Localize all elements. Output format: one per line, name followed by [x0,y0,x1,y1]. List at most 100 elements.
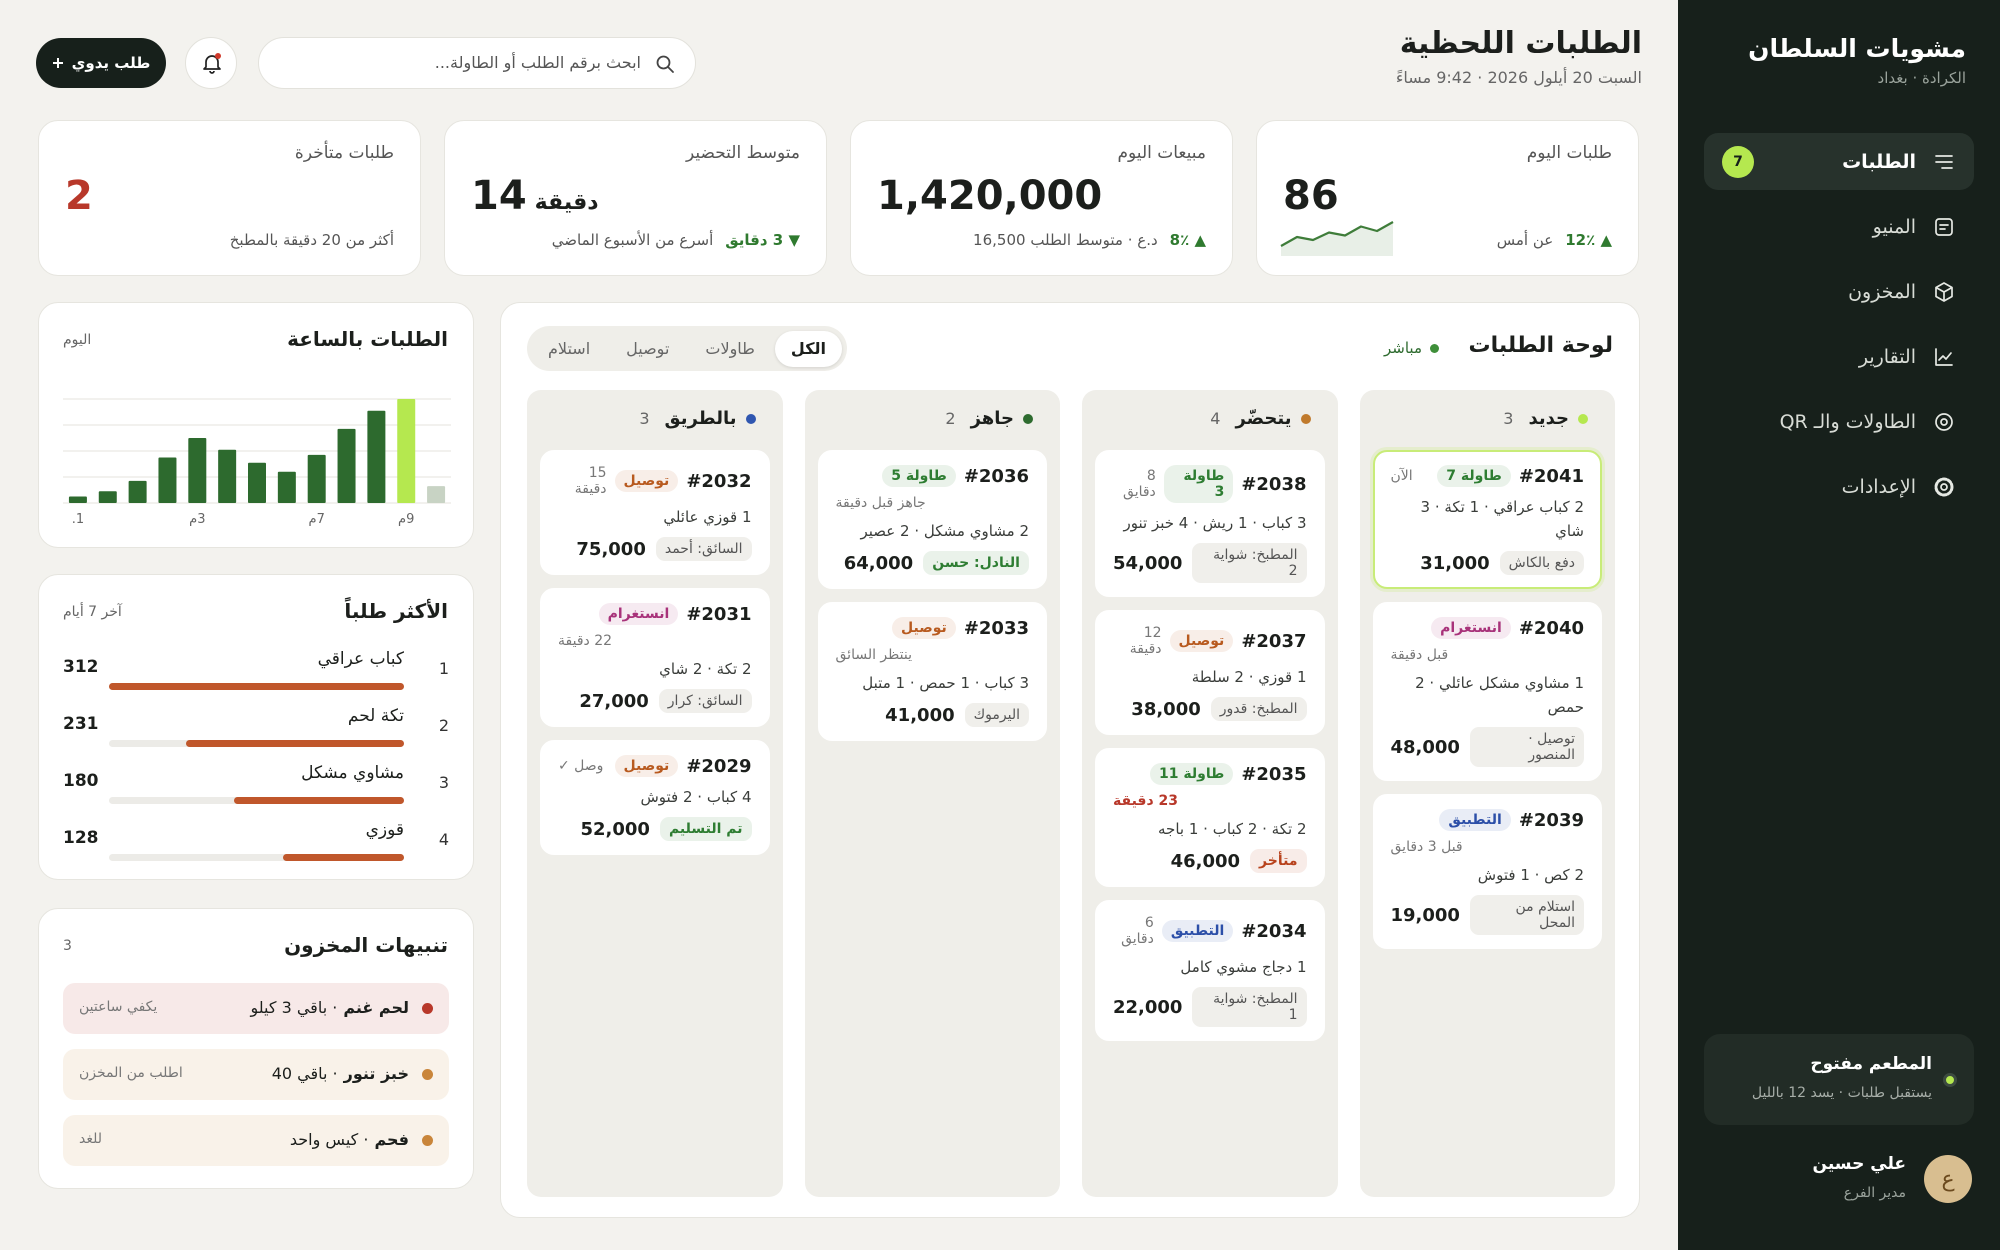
order-chip: النادل: حسن [923,551,1029,575]
order-card[interactable]: #2037 توصيل 12 دقيقة 1 قوزي · 2 سلطة المطبخ:… [1095,610,1325,735]
live-label: مباشر [1384,339,1422,357]
dish-rank: 2 [438,716,449,735]
order-tag: انستغرام [598,603,679,625]
kpi-delta: ▲ 12٪ [1565,231,1612,249]
order-card[interactable]: #2040 انستغرام قبل دقيقة 1 مشاوي مشكل عائلي… [1372,602,1602,781]
sparkline-line [1280,221,1394,247]
avatar[interactable]: ع [1924,1155,1972,1203]
order-card[interactable]: #2039 التطبيق قبل 3 دقايق 2 كص · 1 فتوش استل… [1372,794,1602,949]
nav-icon [1935,347,1953,366]
order-note: قبل 3 دقايق [1390,839,1463,855]
order-tag: طاولة 3 [1163,465,1234,503]
order-price: 27,000 [579,690,649,712]
order-items: 2 كص · 1 فتوش [1477,866,1584,884]
order-card[interactable]: #2029 توصيل وصل ✓ 4 كباب · 2 فتوش تم التسليم… [540,740,770,855]
filter-tab[interactable]: استلام [548,339,591,358]
nav-item[interactable]: الطاولات والـ QR [1704,393,1974,450]
order-footer: السائق: كرار 27,000 [558,689,752,713]
order-chip: دفع بالكاش [1499,551,1584,575]
nav-item[interactable]: الطلبات 7 [1704,133,1974,190]
column-cards: #2041 طاولة 7 الآن 2 كباب عراقي · 1 تكة · 3… [1372,450,1602,949]
alert-detail: · كيس واحد [289,1130,369,1149]
order-items: 2 مشاوي مشكل · 2 عصير [860,522,1030,540]
order-chip: تم التسليم [659,817,752,841]
user-role: مدير الفرع [1843,1185,1906,1201]
alert-dot [422,1069,433,1080]
column-name: جاهز [970,408,1014,429]
nav-item[interactable]: المخزون [1704,263,1974,320]
order-header: #2039 التطبيق [1391,809,1584,831]
panel-title: الأكثر طلباً [344,599,448,623]
icon-shape [1939,223,1949,230]
order-note: قبل دقيقة [1390,647,1449,663]
branch-location: الكرادة · بغداد [1877,69,1966,87]
kpi-footer: ▲ 8٪ د.ع · متوسط الطلب 16,500 [973,231,1206,249]
order-chip: المطبخ: شواية 2 [1192,543,1307,583]
filter-tab[interactable]: توصيل [626,339,670,358]
alert-text: لحم غنم · باقي 3 كيلو [250,998,409,1017]
alert-count: 3 [63,938,72,954]
order-meta: 6 دقايق [1121,915,1154,947]
order-footer: المطبخ: شواية 1 22,000 [1113,987,1307,1027]
dish-count: 180 [63,771,99,791]
order-id: #2033 [963,617,1029,639]
kpi-value: 86 [1283,173,1339,219]
order-price: 22,000 [1113,996,1183,1018]
nav-item[interactable]: المنيو [1704,198,1974,255]
filter-tab[interactable]: طاولات [705,339,755,358]
order-price: 52,000 [580,818,650,840]
stock-alert: فحم · كيس واحد للغد [63,1115,449,1166]
order-card[interactable]: #2036 طاولة 5 جاهز قبل دقيقة 2 مشاوي مشكل ·… [817,450,1047,589]
order-card[interactable]: #2032 توصيل 15 دقيقة 1 قوزي عائلي السائق: أح… [540,450,770,575]
order-id: #2039 [1518,809,1584,831]
order-tag: توصيل [614,755,679,777]
order-chip: متأخر [1250,849,1307,873]
bell-icon [203,53,221,74]
column-count: 2 [945,409,956,428]
live-dot [1430,343,1439,353]
order-card[interactable]: #2035 طاولة 11 23 دقيقة 2 تكة · 2 كباب · 1 … [1095,748,1325,887]
new-order-button[interactable]: طلب يدوي [36,38,166,88]
order-meta: الآن [1390,468,1413,484]
stock-panel: تنبيهات المخزون 3 لحم غنم · باقي 3 كيلو يك… [38,908,474,1189]
order-card[interactable]: #2033 توصيل ينتظر السائق 3 كباب · 1 حمص · 1… [817,602,1047,741]
icon-shape [1935,217,1953,236]
bar [337,428,356,503]
page-title: الطلبات اللحظية [1399,26,1642,61]
bar [233,797,404,804]
column-cards: #2036 طاولة 5 جاهز قبل دقيقة 2 مشاوي مشكل ·… [817,450,1047,741]
kanban-column: جديد 3 #2041 طاولة 7 الآن 2 كباب عراقي · 1 تك… [1359,390,1615,1197]
kpi-number: 2 [65,173,93,219]
order-footer: تم التسليم 52,000 [558,817,752,841]
kpi-number: 1,420,000 [877,173,1103,219]
order-card[interactable]: #2034 التطبيق 6 دقايق 1 دجاج مشوي كامل المطب… [1095,900,1325,1041]
nav-item[interactable]: الإعدادات [1704,458,1974,515]
order-id: #2036 [963,465,1029,487]
order-footer: السائق: أحمد 75,000 [558,537,752,561]
alert-detail: · باقي 3 كيلو [250,998,338,1017]
notifications[interactable] [185,37,237,89]
filter-tab[interactable]: الكل [774,330,842,367]
nav-icon [1935,281,1953,302]
nav: الطلبات 7 المنيو المخزون التقارير الطاولات وا… [1704,133,1974,523]
order-card[interactable]: #2041 طاولة 7 الآن 2 كباب عراقي · 1 تكة · 3… [1372,450,1602,589]
button-label: طلب يدوي [71,54,151,72]
order-note: ينتظر السائق [835,647,913,663]
nav-item[interactable]: التقارير [1704,328,1974,385]
search-box[interactable]: ابحث برقم الطلب أو الطاولة... [258,37,696,89]
dish-count: 231 [63,714,99,734]
user-name: علي حسين [1812,1154,1906,1174]
hourly-panel: الطلبات بالساعة اليوم 1. 3م 7م 9م [38,302,474,548]
column-name: بالطريق [664,408,737,429]
order-meta: 15 دقيقة [574,465,607,497]
order-card[interactable]: #2031 انستغرام 22 دقيقة 2 تكة · 2 شاي السائق… [540,588,770,727]
order-footer: المطبخ: قدور 38,000 [1113,697,1307,721]
order-footer: المطبخ: شواية 2 54,000 [1113,543,1307,583]
order-footer: متأخر 46,000 [1113,849,1307,873]
bar-track [109,683,404,690]
order-price: 46,000 [1170,850,1241,872]
alert-item: خبز تنور [343,1064,409,1083]
bar [128,480,147,503]
icon-shape [1940,482,1948,491]
